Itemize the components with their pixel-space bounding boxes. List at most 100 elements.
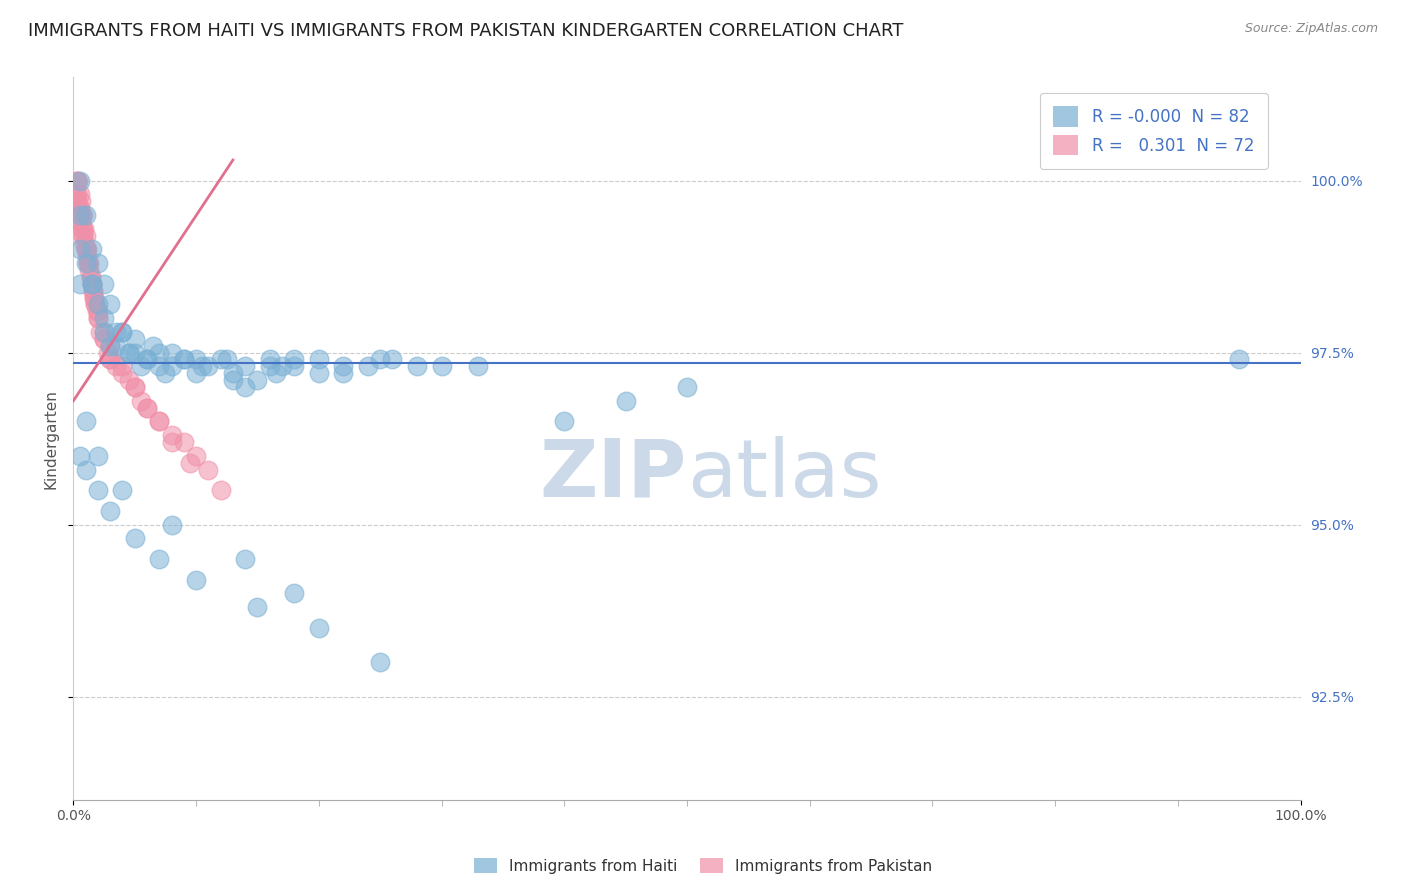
Point	[111, 325, 134, 339]
Point	[357, 359, 380, 374]
Point	[155, 366, 177, 380]
Point	[65, 187, 87, 202]
Point	[136, 401, 159, 415]
Point	[222, 373, 245, 387]
Point	[69, 215, 91, 229]
Point	[93, 277, 115, 291]
Point	[246, 600, 269, 615]
Point	[87, 304, 110, 318]
Point	[77, 256, 100, 270]
Text: ZIP: ZIP	[540, 435, 688, 514]
Point	[105, 325, 128, 339]
Point	[184, 449, 207, 463]
Point	[69, 215, 91, 229]
Point	[83, 291, 105, 305]
Point	[69, 208, 91, 222]
Point	[259, 352, 281, 367]
Point	[75, 243, 97, 257]
Point	[82, 284, 104, 298]
Point	[124, 532, 146, 546]
Point	[89, 325, 111, 339]
Point	[209, 483, 232, 498]
Point	[83, 291, 105, 305]
Point	[69, 187, 91, 202]
Point	[80, 277, 103, 291]
Point	[124, 345, 146, 359]
Point	[69, 449, 91, 463]
Point	[283, 359, 305, 374]
Point	[98, 504, 121, 518]
Point	[93, 325, 115, 339]
Point	[86, 304, 108, 318]
Point	[75, 414, 97, 428]
Point	[72, 228, 94, 243]
Point	[553, 414, 575, 428]
Point	[142, 339, 165, 353]
Text: atlas: atlas	[688, 435, 882, 514]
Point	[160, 428, 183, 442]
Point	[173, 352, 195, 367]
Point	[70, 221, 93, 235]
Point	[111, 366, 134, 380]
Point	[65, 173, 87, 187]
Point	[105, 359, 128, 374]
Point	[406, 359, 429, 374]
Point	[179, 456, 201, 470]
Point	[136, 352, 159, 367]
Point	[259, 359, 281, 374]
Point	[77, 256, 100, 270]
Point	[173, 352, 195, 367]
Point	[72, 228, 94, 243]
Point	[93, 332, 115, 346]
Point	[98, 352, 121, 367]
Point	[79, 263, 101, 277]
Point	[381, 352, 404, 367]
Point	[283, 352, 305, 367]
Point	[79, 256, 101, 270]
Point	[160, 517, 183, 532]
Point	[117, 345, 139, 359]
Point	[75, 256, 97, 270]
Point	[124, 332, 146, 346]
Point	[271, 359, 294, 374]
Point	[148, 414, 170, 428]
Point	[148, 359, 170, 374]
Point	[73, 221, 96, 235]
Point	[111, 325, 134, 339]
Point	[82, 284, 104, 298]
Point	[614, 393, 637, 408]
Point	[72, 221, 94, 235]
Point	[79, 269, 101, 284]
Point	[93, 311, 115, 326]
Point	[67, 201, 90, 215]
Point	[233, 380, 256, 394]
Point	[98, 339, 121, 353]
Point	[80, 277, 103, 291]
Point	[160, 435, 183, 450]
Point	[69, 243, 91, 257]
Point	[368, 655, 391, 669]
Point	[87, 297, 110, 311]
Point	[84, 297, 107, 311]
Point	[160, 345, 183, 359]
Point	[129, 393, 152, 408]
Point	[111, 359, 134, 374]
Point	[97, 345, 120, 359]
Point	[197, 359, 219, 374]
Point	[184, 573, 207, 587]
Point	[215, 352, 238, 367]
Point	[69, 277, 91, 291]
Text: Source: ZipAtlas.com: Source: ZipAtlas.com	[1244, 22, 1378, 36]
Point	[430, 359, 453, 374]
Point	[368, 352, 391, 367]
Point	[209, 352, 232, 367]
Point	[67, 201, 90, 215]
Point	[160, 359, 183, 374]
Point	[184, 366, 207, 380]
Point	[87, 256, 110, 270]
Point	[136, 352, 159, 367]
Point	[66, 194, 89, 209]
Point	[75, 228, 97, 243]
Point	[191, 359, 214, 374]
Legend: R = -0.000  N = 82, R =   0.301  N = 72: R = -0.000 N = 82, R = 0.301 N = 72	[1040, 93, 1268, 169]
